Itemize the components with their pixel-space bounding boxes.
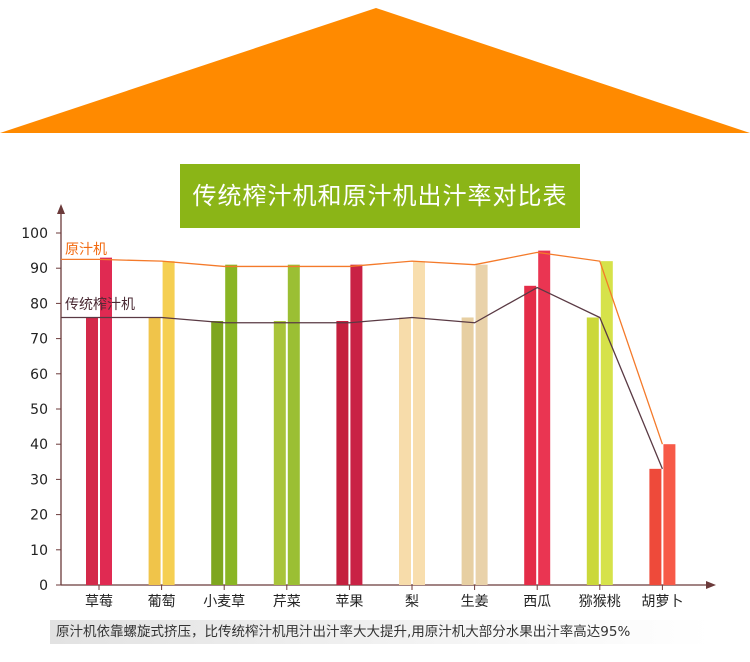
- bar-traditional-6: [461, 317, 474, 585]
- category-label: 草莓: [85, 594, 113, 610]
- series-line-slow: [61, 251, 664, 445]
- bar-traditional-0: [86, 317, 98, 585]
- bar-slow-9: [663, 444, 676, 585]
- y-tick-label: 10: [30, 543, 48, 559]
- bar-traditional-5: [399, 317, 411, 585]
- x-axis-arrow: [706, 581, 716, 589]
- category-label: 葡萄: [148, 594, 176, 610]
- series-label-traditional: 传统榨汁机: [65, 296, 135, 313]
- y-tick-label: 30: [30, 472, 48, 488]
- y-tick-label: 60: [30, 367, 48, 383]
- footnote: 原汁机依靠螺旋式挤压，比传统榨汁机甩汁出汁率大大提升,用原汁机大部分水果出汁率高…: [50, 620, 710, 644]
- chart-title-banner: 传统榨汁机和原汁机出汁率对比表: [180, 164, 580, 228]
- bar-traditional-3: [273, 321, 286, 585]
- category-label: 胡萝卜: [641, 594, 683, 610]
- bar-slow-3: [287, 264, 300, 585]
- y-tick-label: 90: [30, 261, 48, 277]
- bar-slow-1: [162, 261, 175, 585]
- roof-shape: [0, 8, 750, 133]
- bar-traditional-4: [336, 321, 349, 585]
- bar-traditional-2: [211, 321, 224, 585]
- y-tick-label: 0: [39, 578, 48, 594]
- series-line-traditional: [61, 286, 664, 470]
- category-label: 生姜: [461, 594, 489, 610]
- bar-slow-8: [600, 261, 613, 585]
- y-tick-label: 70: [30, 332, 48, 348]
- category-label: 芹菜: [273, 594, 301, 610]
- y-tick-label: 40: [30, 437, 48, 453]
- y-tick-label: 80: [30, 296, 48, 312]
- bar-traditional-9: [649, 468, 662, 585]
- bar-slow-6: [475, 264, 488, 585]
- bar-traditional-8: [586, 317, 599, 585]
- category-label: 苹果: [335, 594, 363, 610]
- y-tick-label: 50: [30, 402, 48, 418]
- category-label: 小麦草: [203, 594, 245, 610]
- bar-traditional-7: [524, 285, 537, 585]
- bar-slow-0: [100, 257, 112, 585]
- y-axis-arrow: [57, 204, 65, 214]
- category-label: 猕猴桃: [579, 594, 621, 610]
- roof-triangle: [0, 8, 750, 133]
- bar-slow-7: [538, 250, 551, 585]
- y-tick-label: 100: [21, 226, 48, 242]
- y-tick-label: 20: [30, 508, 48, 524]
- bar-slow-2: [225, 264, 238, 585]
- bar-slow-4: [350, 264, 363, 585]
- category-label: 西瓜: [523, 594, 551, 610]
- category-label: 梨: [405, 594, 419, 610]
- series-label-slow: 原汁机: [65, 242, 107, 258]
- bar-slow-5: [413, 261, 425, 585]
- bar-traditional-1: [148, 317, 161, 585]
